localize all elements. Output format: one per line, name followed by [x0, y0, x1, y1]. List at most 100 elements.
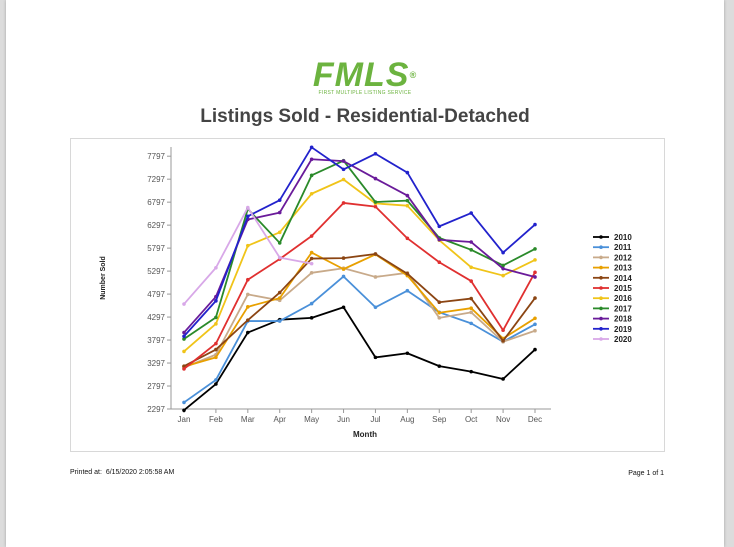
data-point: [309, 316, 314, 320]
data-point: [405, 170, 410, 175]
data-point: [469, 240, 473, 244]
data-point: [341, 167, 346, 172]
data-point: [182, 400, 186, 405]
data-point: [246, 277, 250, 282]
series-line-2016: [183, 178, 536, 353]
data-point: [405, 236, 410, 241]
x-tick-label: Nov: [496, 415, 510, 424]
data-point: [246, 205, 250, 210]
data-point: [341, 256, 346, 260]
series-line-2012: [183, 267, 536, 369]
series-line-2014: [183, 253, 536, 367]
series-2019: [182, 145, 537, 339]
legend-marker: [599, 316, 603, 321]
data-point: [309, 157, 314, 162]
data-point: [437, 237, 442, 242]
logo-wordmark: FMLS®: [312, 56, 418, 94]
data-point: [373, 176, 378, 181]
legend-marker: [599, 296, 603, 300]
legend-marker: [599, 327, 603, 331]
printed-at: Printed at: 6/15/2020 2:05:58 AM: [70, 469, 174, 476]
x-tick-label: May: [304, 415, 319, 424]
legend-item-2010: 2010: [593, 233, 632, 242]
data-point: [501, 328, 505, 333]
y-tick-label: 5797: [147, 244, 165, 253]
data-point: [533, 247, 537, 251]
data-point: [469, 248, 473, 252]
data-point: [341, 274, 346, 279]
data-point: [405, 271, 410, 276]
y-tick-label: 5297: [147, 267, 165, 276]
legend-label: 2016: [614, 294, 632, 303]
data-point: [277, 290, 282, 295]
data-point: [533, 222, 537, 227]
data-point: [182, 334, 186, 339]
data-point: [533, 322, 537, 327]
data-point: [214, 315, 218, 320]
fmls-logo: FMLS® FIRST MULTIPLE LISTING SERVICE: [6, 58, 724, 96]
data-point: [309, 256, 314, 261]
series-2011: [182, 274, 537, 405]
data-point: [182, 349, 186, 354]
data-point: [246, 214, 250, 219]
legend-marker: [599, 276, 603, 280]
data-point: [182, 408, 186, 413]
data-point: [501, 263, 505, 268]
data-point: [214, 378, 218, 382]
data-point: [437, 364, 442, 368]
x-tick-label: Apr: [274, 415, 287, 424]
data-point: [469, 265, 473, 270]
data-point: [246, 292, 250, 297]
data-point: [341, 159, 346, 163]
x-tick-label: Jun: [337, 415, 350, 424]
y-tick-label: 3797: [147, 336, 165, 345]
legend-label: 2020: [614, 335, 632, 344]
y-tick-label: 7297: [147, 175, 165, 184]
data-point: [469, 369, 473, 374]
data-point: [501, 273, 505, 278]
legend-item-2016: 2016: [593, 294, 632, 303]
data-point: [373, 151, 378, 156]
legend-marker: [599, 245, 603, 249]
legend-item-2015: 2015: [593, 284, 632, 293]
data-point: [373, 252, 378, 256]
data-point: [437, 224, 442, 229]
data-point: [214, 322, 218, 326]
x-tick-label: Aug: [400, 415, 414, 424]
data-point: [246, 305, 250, 309]
y-tick-label: 6297: [147, 221, 165, 230]
data-point: [533, 270, 537, 275]
series-line-2019: [183, 146, 536, 337]
data-point: [341, 305, 346, 310]
data-point: [533, 275, 537, 279]
data-point: [277, 198, 282, 202]
data-point: [373, 200, 378, 204]
data-point: [501, 339, 505, 343]
logo-subtitle: FIRST MULTIPLE LISTING SERVICE: [318, 90, 412, 96]
data-point: [437, 310, 442, 315]
legend-marker: [599, 235, 603, 239]
series-line-2011: [183, 275, 536, 404]
data-point: [405, 351, 410, 356]
data-point: [246, 330, 250, 335]
data-point: [341, 177, 346, 182]
chart-series: [182, 145, 537, 413]
data-point: [309, 173, 314, 178]
data-point: [214, 347, 218, 352]
printed-label: Printed at:: [70, 469, 102, 476]
data-point: [246, 318, 250, 322]
data-point: [214, 265, 218, 270]
data-point: [437, 300, 442, 305]
x-tick-label: Feb: [209, 415, 223, 424]
series-2015: [182, 201, 537, 371]
data-point: [469, 279, 473, 283]
y-tick-label: 2797: [147, 382, 165, 391]
legend-label: 2010: [614, 233, 632, 242]
data-point: [309, 301, 314, 306]
data-point: [277, 255, 282, 260]
y-tick-label: 4297: [147, 313, 165, 322]
legend-marker: [599, 255, 603, 260]
line-chart: 2297 2797 3297 3797 4297 4797 5297 5797 6297 6797…: [100, 145, 632, 439]
data-point: [246, 243, 250, 248]
